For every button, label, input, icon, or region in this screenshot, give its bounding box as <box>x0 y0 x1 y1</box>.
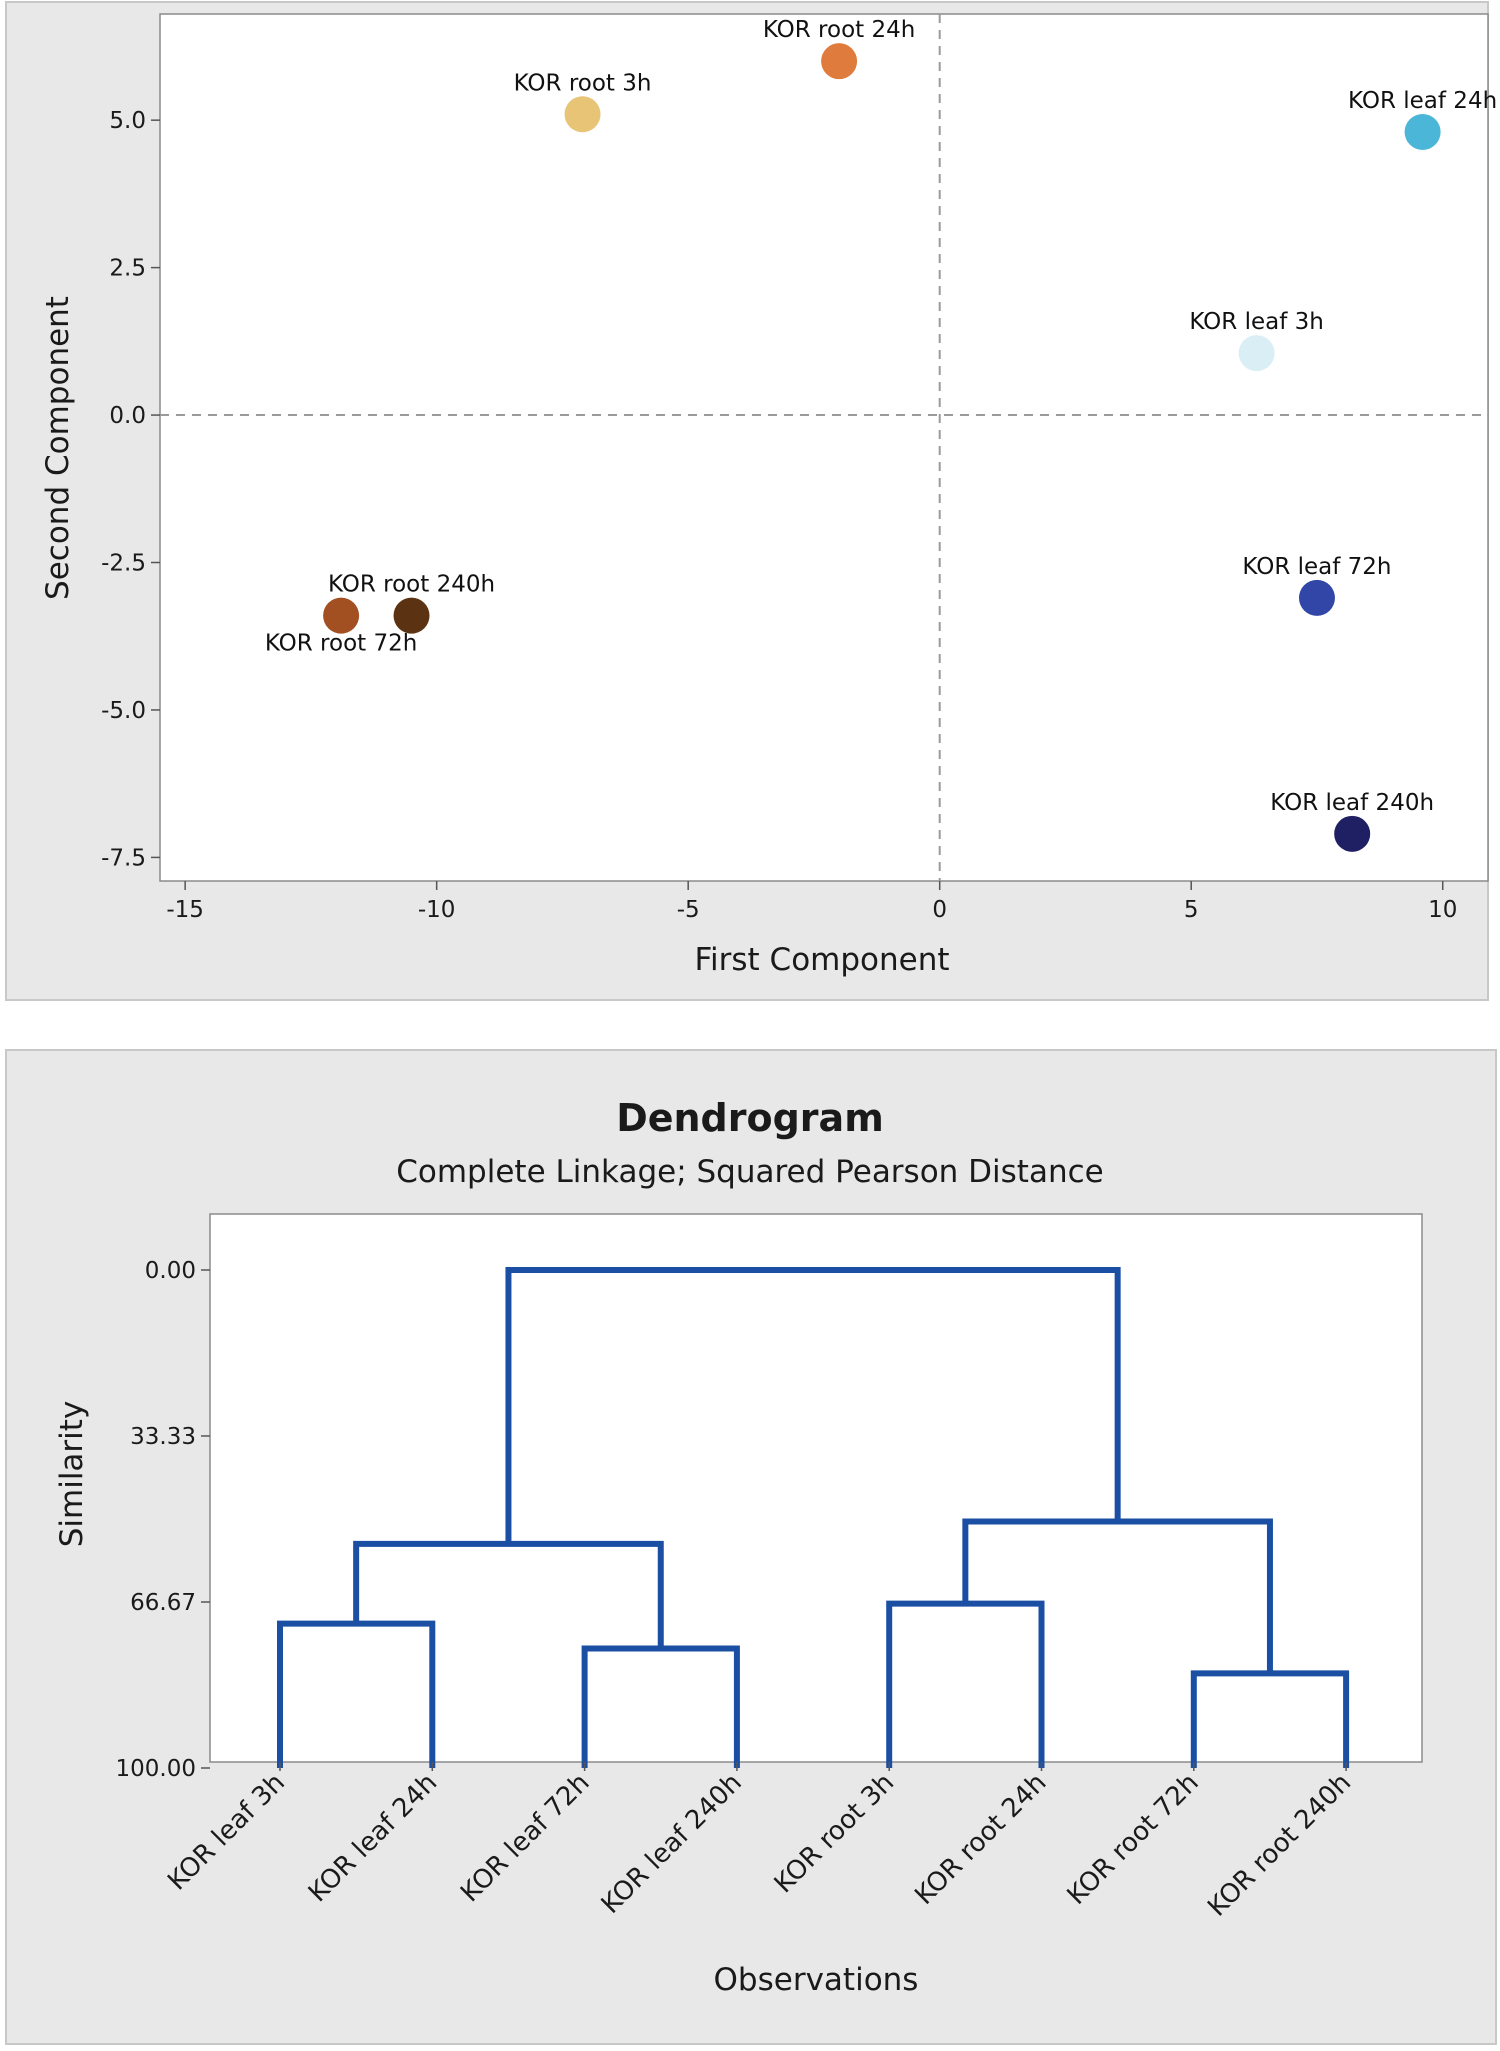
similarity-axis-ticks: 0.00 33.33 66.67 100.00 <box>116 1258 210 1782</box>
point-label: KOR leaf 72h <box>1242 554 1391 580</box>
x-tick-label: 5 <box>1184 897 1199 923</box>
point-label: KOR leaf 240h <box>1270 790 1434 816</box>
dendrogram-title: Dendrogram <box>616 1096 884 1140</box>
y-axis-label: Second Component <box>40 296 76 600</box>
scatter-plot-area <box>159 13 1489 882</box>
scatter-point <box>564 96 601 133</box>
dendrogram-branches <box>277 1267 1350 1768</box>
dendrogram-branch <box>505 1267 1121 1544</box>
scatter-point <box>323 597 360 634</box>
dendrogram-panel: Dendrogram Complete Linkage; Squared Pea… <box>5 1049 1497 2045</box>
point-label: KOR leaf 24h <box>1348 88 1497 114</box>
similarity-tick-label: 66.67 <box>130 1590 196 1616</box>
y-tick-label: -2.5 <box>101 551 146 577</box>
x-tick-label: -5 <box>677 897 700 923</box>
x-axis-label: First Component <box>694 942 949 978</box>
point-label: KOR leaf 3h <box>1189 309 1323 335</box>
x-tick-label: 0 <box>932 897 947 923</box>
y-tick-label: 5.0 <box>109 108 146 134</box>
scatter-point <box>1298 579 1335 616</box>
scatter-panel: -15 -10 -5 0 5 10 -7.5 -5.0 -2.5 0.0 2.5 5.0 KOR r… <box>5 1 1497 1001</box>
point-label: KOR root 24h <box>763 17 916 43</box>
y-axis-ticks: -7.5 -5.0 -2.5 0.0 2.5 5.0 <box>101 108 160 871</box>
x-tick-label: 10 <box>1428 897 1457 923</box>
scatter-point <box>1404 113 1441 150</box>
scatter-point <box>821 43 858 80</box>
point-label: KOR root 3h <box>514 70 652 96</box>
similarity-tick-label: 33.33 <box>130 1424 196 1450</box>
scatter-point <box>1334 815 1371 852</box>
y-tick-label: 0.0 <box>109 403 146 429</box>
y-tick-label: -5.0 <box>101 698 146 724</box>
scatter-point <box>1238 335 1275 372</box>
similarity-tick-label: 100.00 <box>116 1756 196 1782</box>
scatter-points: KOR root 24h KOR root 3h KOR leaf 24h KOR l… <box>265 17 1497 852</box>
dendrogram-y-axis-label: Similarity <box>54 1401 90 1548</box>
point-label: KOR root 240h <box>328 572 495 598</box>
y-tick-label: -7.5 <box>101 845 146 871</box>
x-tick-label: -15 <box>166 897 204 923</box>
reference-lines <box>160 14 1488 881</box>
point-label: KOR root 72h <box>265 631 418 657</box>
x-tick-label: -10 <box>418 897 456 923</box>
dendrogram-subtitle: Complete Linkage; Squared Pearson Distan… <box>396 1154 1103 1190</box>
dendrogram-x-axis-label: Observations <box>714 1962 919 1998</box>
similarity-tick-label: 0.00 <box>145 1258 196 1284</box>
dendrogram-plot-area <box>209 1213 1423 1763</box>
scatter-point <box>393 597 430 634</box>
x-axis-ticks: -15 -10 -5 0 5 10 <box>166 881 1457 923</box>
y-tick-label: 2.5 <box>109 256 146 282</box>
